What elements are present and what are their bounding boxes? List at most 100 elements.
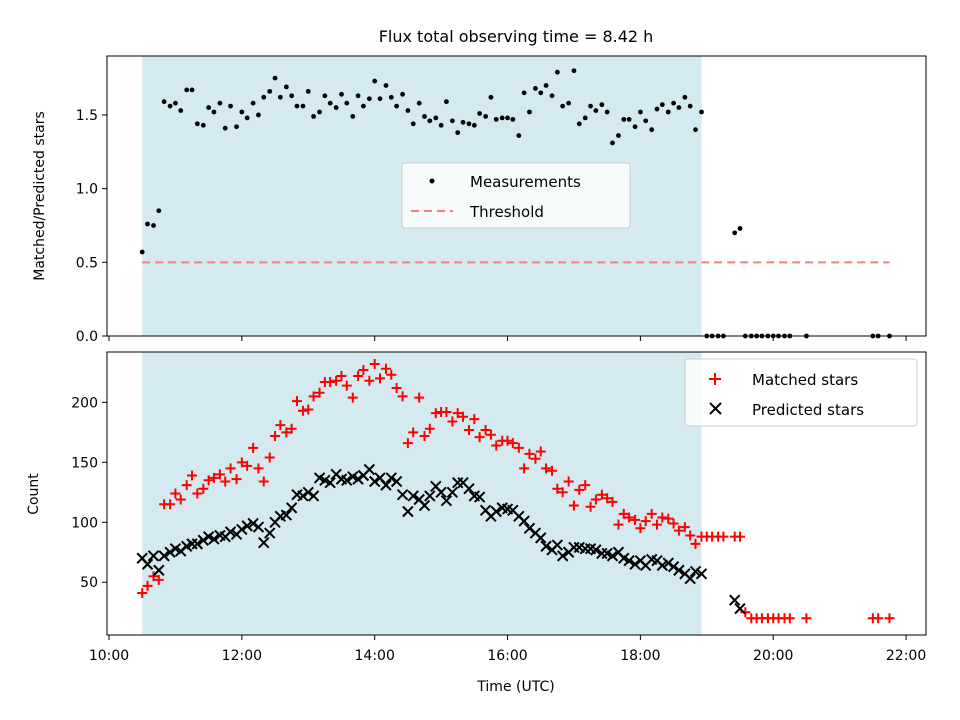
matched-star-point [253, 463, 264, 474]
bottom-observing-span [142, 352, 702, 635]
predicted-star-point [224, 526, 237, 538]
matched-star-point [142, 580, 153, 591]
matched-star-point [331, 375, 342, 386]
matched-star-point [624, 512, 635, 523]
measurement-point [422, 114, 427, 119]
matched-star-point [519, 463, 530, 474]
matched-star-point [441, 406, 452, 417]
predicted-star-point [590, 544, 602, 556]
measurement-point [516, 133, 522, 138]
measurement-point [272, 75, 278, 81]
matched-star-point [635, 523, 646, 534]
measurement-point [360, 103, 366, 109]
top-panel: 0.0 0.5 1.0 1.5 Matched/Predicted stars Mea… [32, 55, 927, 345]
measurement-point [665, 109, 671, 115]
measurement-point [234, 124, 239, 130]
predicted-star-point [208, 533, 220, 545]
predicted-star-point [164, 546, 176, 558]
predicted-star-point [285, 502, 298, 514]
matched-star-point [242, 460, 253, 471]
measurement-point [533, 86, 538, 91]
measurement-points [139, 68, 892, 339]
matched-star-point [485, 429, 496, 440]
matched-star-point [380, 363, 391, 374]
matched-star-point [208, 472, 219, 483]
measurement-point [151, 223, 156, 228]
measurement-point [455, 130, 461, 136]
measurement-point [322, 93, 328, 99]
measurement-point [394, 103, 400, 109]
measurement-point [505, 115, 510, 121]
top-y-tick-label: 0.5 [76, 255, 98, 271]
measurement-point [588, 103, 593, 109]
predicted-star-point [241, 520, 253, 532]
matched-star-point [325, 376, 336, 387]
matched-star-point [502, 435, 513, 446]
predicted-star-point [191, 538, 204, 550]
measurement-point [250, 100, 256, 106]
predicted-star-point [518, 515, 530, 527]
measurement-point [300, 103, 306, 109]
measurement-point [471, 122, 477, 128]
measurement-point [444, 99, 449, 105]
matched-star-point [464, 424, 475, 435]
matched-star-point [214, 469, 225, 480]
predicted-star-point [385, 472, 397, 484]
measurement-point [277, 94, 283, 100]
measurement-point [450, 118, 455, 124]
measurement-point [659, 102, 665, 108]
measurement-point [156, 208, 162, 214]
matched-star-point [248, 442, 259, 453]
matched-star-point [369, 358, 380, 369]
measurement-point [466, 121, 472, 127]
predicted-star-point [540, 540, 552, 552]
measurement-point [167, 103, 173, 109]
x-tick-label: 22:00 [886, 648, 926, 664]
matched-star-point [314, 387, 325, 398]
matched-star-point [873, 613, 884, 624]
measurement-point [460, 119, 466, 125]
top-legend-box [401, 162, 631, 229]
matched-star-point [414, 392, 425, 403]
measurement-point [632, 124, 638, 130]
measurement-point [654, 106, 660, 112]
bottom-legend-box [684, 358, 918, 427]
measurement-point [616, 133, 621, 138]
bottom-y-tick-label: 200 [71, 395, 98, 411]
matched-star-point [563, 476, 574, 487]
matched-star-point [386, 369, 397, 380]
matched-star-point [270, 430, 281, 441]
matched-star-point [547, 465, 558, 476]
bottom-legend: Matched stars Predicted stars [684, 358, 918, 427]
predicted-star-point [307, 490, 320, 502]
matched-star-point [220, 476, 231, 487]
measurement-point [649, 127, 655, 133]
bottom-y-axis-label: Count [26, 473, 42, 515]
matched-star-point [685, 530, 696, 541]
predicted-star-point [424, 490, 436, 502]
measurement-point [372, 78, 378, 84]
predicted-star-point [197, 534, 210, 546]
matched-star-point [198, 483, 209, 494]
measurement-point [499, 115, 505, 121]
measurement-point [560, 103, 566, 109]
matched-star-point [590, 494, 601, 505]
legend-predicted-label: Predicted stars [752, 401, 864, 419]
predicted-star-point [158, 550, 170, 562]
matched-star-point [491, 440, 502, 451]
predicted-star-point [623, 554, 635, 567]
matched-star-point [651, 519, 662, 530]
measurement-point [311, 114, 316, 119]
measurement-point [294, 103, 300, 109]
matched-star-point [153, 574, 164, 585]
predicted-star-point [297, 490, 309, 502]
measurement-point [206, 105, 212, 110]
top-y-ticks: 0.0 0.5 1.0 1.5 [76, 108, 107, 345]
predicted-star-point [236, 523, 248, 536]
bottom-panel-frame [106, 351, 927, 636]
predicted-star-point [396, 488, 409, 501]
matched-stars-points [137, 358, 895, 624]
measurement-point [228, 103, 233, 109]
matched-star-point [391, 382, 402, 393]
measurement-point [488, 94, 494, 100]
